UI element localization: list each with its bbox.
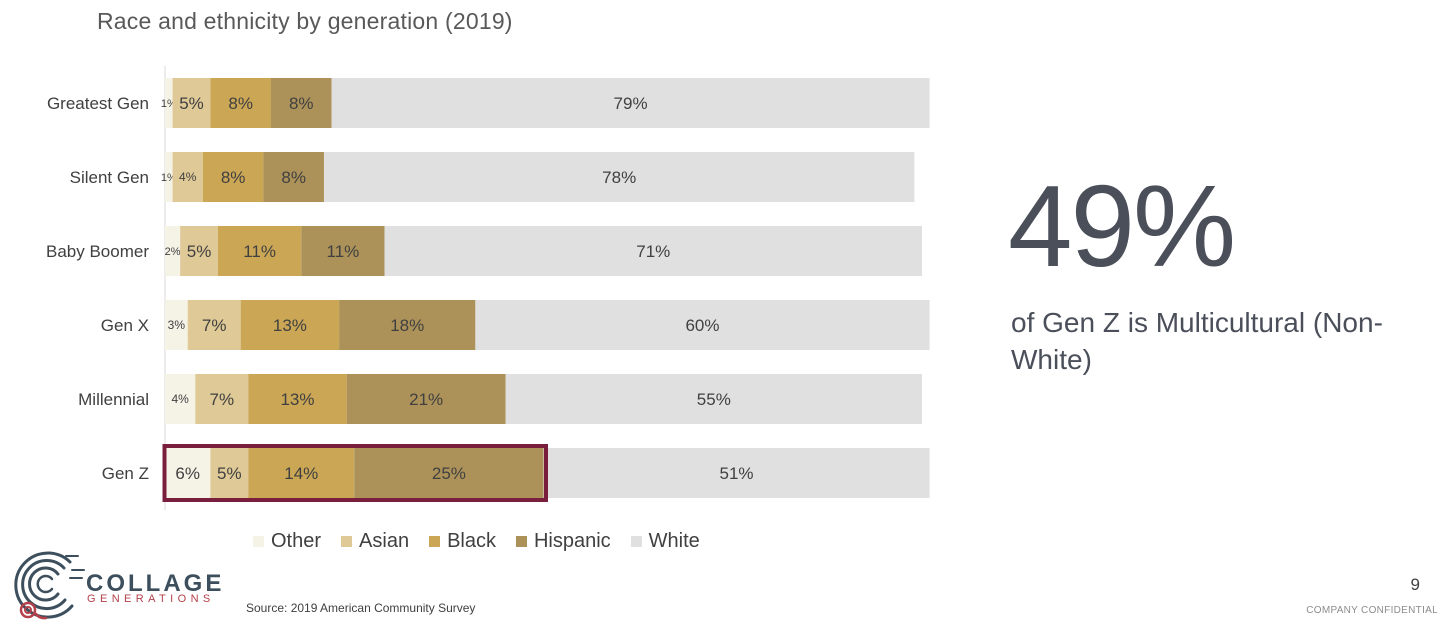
data-label-gen-z-asian: 5%	[217, 464, 242, 483]
bar-gen-x-black	[240, 300, 340, 350]
bar-baby-boomer-asian	[180, 226, 218, 276]
bar-silent-gen-hispanic	[263, 152, 324, 202]
stacked-bar-chart: Greatest Gen 1% 5% 8% 8% 79%Silent Gen 1% 4% 8% 8…	[46, 66, 930, 510]
bar-silent-gen-white	[323, 152, 915, 202]
data-label-gen-x-black: 13%	[273, 316, 307, 335]
legend-swatch-asian	[341, 536, 353, 547]
bar-gen-x-asian	[187, 300, 241, 350]
collage-logo-icon	[14, 551, 85, 620]
legend-item-black: Black	[429, 530, 496, 553]
bar-millennial-hispanic	[346, 374, 506, 424]
data-label-baby-boomer-hispanic: 11%	[327, 242, 360, 261]
category-label-millennial: Millennial	[78, 390, 149, 409]
legend-label-black: Black	[447, 530, 496, 552]
bar-millennial-white	[505, 374, 922, 424]
bar-greatest-gen-asian	[172, 78, 211, 128]
data-label-silent-gen-hispanic: 8%	[281, 168, 306, 187]
legend-label-hispanic: Hispanic	[533, 530, 611, 552]
source-note: Source: 2019 American Community Survey	[246, 601, 476, 615]
legend-item-hispanic: Hispanic	[515, 530, 611, 553]
data-label-gen-x-other: 3%	[168, 318, 186, 332]
data-label-greatest-gen-white: 79%	[614, 94, 648, 113]
legend-swatch-black	[429, 536, 441, 547]
data-label-baby-boomer-black: 11%	[243, 242, 276, 261]
category-label-gen-z: Gen Z	[102, 464, 149, 483]
bar-gen-x-white	[475, 300, 930, 350]
data-label-baby-boomer-other: 2%	[165, 246, 181, 258]
data-label-greatest-gen-black: 8%	[228, 94, 253, 113]
data-label-baby-boomer-asian: 5%	[187, 242, 212, 261]
data-label-gen-x-white: 60%	[685, 316, 719, 335]
bar-gen-z-asian	[210, 448, 249, 498]
headline-stat-value: 49%	[1008, 161, 1236, 291]
data-label-millennial-asian: 7%	[209, 390, 234, 409]
data-label-millennial-white: 55%	[697, 390, 731, 409]
bar-greatest-gen-hispanic	[270, 78, 332, 128]
legend-item-white: White	[630, 530, 700, 553]
data-label-gen-x-asian: 7%	[202, 316, 227, 335]
bar-gen-z-other	[165, 448, 211, 498]
data-label-gen-x-hispanic: 18%	[390, 316, 424, 335]
legend-item-other: Other	[253, 530, 321, 553]
bar-millennial-black	[248, 374, 347, 424]
page-number: 9	[1410, 575, 1420, 594]
data-label-gen-z-black: 14%	[284, 464, 318, 483]
bar-greatest-gen-other	[165, 78, 173, 128]
legend-swatch-white	[630, 536, 642, 547]
category-label-greatest-gen: Greatest Gen	[47, 94, 149, 113]
data-label-gen-z-hispanic: 25%	[432, 464, 466, 483]
bar-gen-x-other	[165, 300, 188, 350]
data-label-millennial-hispanic: 21%	[409, 390, 443, 409]
logo-wordmark: COLLAGE	[86, 570, 225, 597]
data-label-gen-z-white: 51%	[720, 464, 754, 483]
bar-greatest-gen-white	[331, 78, 930, 128]
bar-baby-boomer-black	[217, 226, 302, 276]
headline-stat-description: of Gen Z is Multicultural (Non-White)	[1011, 307, 1383, 375]
bar-silent-gen-black	[202, 152, 264, 202]
category-label-silent-gen: Silent Gen	[70, 168, 149, 187]
data-label-silent-gen-asian: 4%	[179, 170, 197, 184]
bar-baby-boomer-hispanic	[301, 226, 385, 276]
data-label-gen-z-other: 6%	[175, 464, 200, 483]
highlight-box-gen-z	[162, 444, 548, 502]
confidential-footer: COMPANY CONFIDENTIAL	[1306, 605, 1438, 616]
chart-title: Race and ethnicity by generation (2019)	[97, 8, 513, 34]
data-label-greatest-gen-hispanic: 8%	[289, 94, 314, 113]
legend-swatch-other	[253, 536, 264, 547]
bar-gen-x-hispanic	[339, 300, 476, 350]
bar-silent-gen-asian	[172, 152, 203, 202]
logo-subword: GENERATIONS	[87, 593, 215, 605]
legend-swatch-hispanic	[515, 536, 527, 547]
bar-gen-z-hispanic	[354, 448, 544, 498]
data-label-millennial-black: 13%	[280, 390, 314, 409]
bar-greatest-gen-black	[210, 78, 271, 128]
data-label-baby-boomer-white: 71%	[636, 242, 670, 261]
data-label-silent-gen-black: 8%	[221, 168, 246, 187]
bar-baby-boomer-white	[384, 226, 922, 276]
bar-baby-boomer-other	[165, 226, 181, 276]
data-label-millennial-other: 4%	[171, 392, 189, 406]
legend-label-white: White	[648, 530, 700, 552]
bar-gen-z-white	[543, 448, 930, 498]
category-label-baby-boomer: Baby Boomer	[46, 242, 149, 261]
chart-legend: Other Asian Black Hispanic White	[253, 530, 720, 553]
data-label-greatest-gen-asian: 5%	[179, 94, 204, 113]
category-label-gen-x: Gen X	[101, 316, 149, 335]
legend-item-asian: Asian	[341, 530, 409, 553]
bar-gen-z-black	[248, 448, 355, 498]
bar-millennial-asian	[195, 374, 249, 424]
legend-label-other: Other	[271, 530, 322, 552]
bar-silent-gen-other	[165, 152, 173, 202]
data-label-silent-gen-white: 78%	[602, 168, 636, 187]
legend-label-asian: Asian	[359, 530, 410, 552]
bar-millennial-other	[165, 374, 196, 424]
